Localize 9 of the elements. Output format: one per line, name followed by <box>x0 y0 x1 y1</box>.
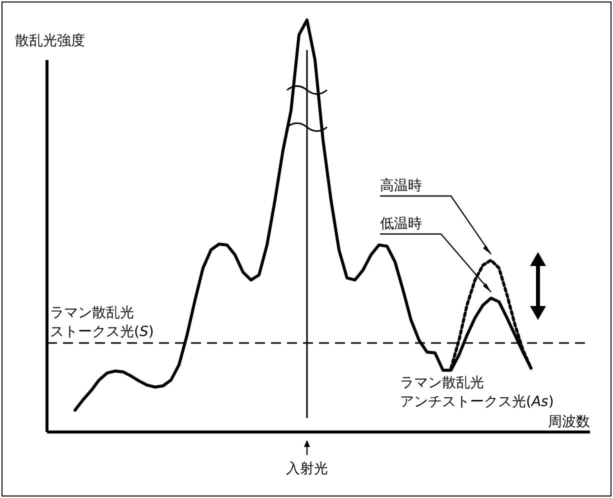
series-label: 低温時 <box>380 216 422 232</box>
annotation: アンチストークス光(As) <box>400 394 554 410</box>
annotation: ラマン散乱光 <box>50 305 134 321</box>
annotation: ストークス光(S) <box>50 324 154 340</box>
x-axis-title: 周波数 <box>548 414 590 430</box>
annotation: ラマン散乱光 <box>400 375 484 391</box>
text: 入射光 <box>286 461 328 477</box>
y-axis-title: 散乱光強度 <box>15 33 85 49</box>
text: 高温時 <box>380 178 422 194</box>
